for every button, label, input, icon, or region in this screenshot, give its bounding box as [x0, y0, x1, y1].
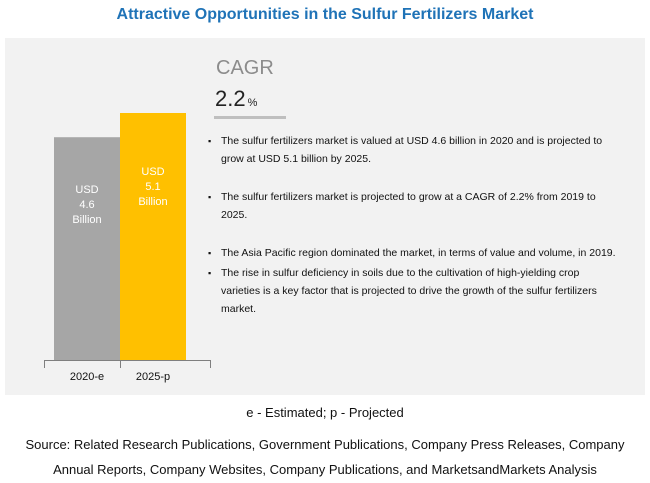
bar-value-label: Billion — [72, 214, 101, 226]
highlight-item: The sulfur fertilizers market is project… — [208, 188, 618, 224]
highlight-item: The sulfur fertilizers market is valued … — [208, 132, 618, 168]
highlights-list: The sulfur fertilizers market is valued … — [208, 132, 618, 318]
cagr-value: 2.2% — [215, 86, 257, 112]
cagr-number: 2.2 — [215, 86, 246, 111]
x-tick-label: 2020-e — [70, 371, 104, 383]
cagr-unit: % — [247, 97, 258, 109]
bar-value-label: 4.6 — [79, 199, 94, 211]
cagr-label: CAGR — [216, 57, 274, 79]
bar-2020-e — [54, 137, 120, 360]
bar-2025-p — [120, 113, 186, 360]
cagr-underline — [214, 116, 286, 119]
footnote: e - Estimated; p - Projected — [246, 405, 404, 420]
source-note: Source: Related Research Publications, G… — [25, 437, 625, 477]
highlight-item: The rise in sulfur deficiency in soils d… — [208, 264, 618, 318]
bar-value-label: 5.1 — [145, 181, 160, 193]
page-title: Attractive Opportunities in the Sulfur F… — [116, 6, 534, 23]
bar-value-label: USD — [75, 184, 98, 196]
bar-value-label: USD — [141, 166, 164, 178]
highlight-item: The Asia Pacific region dominated the ma… — [208, 244, 618, 262]
bar-value-label: Billion — [138, 196, 167, 208]
x-tick-label: 2025-p — [136, 371, 170, 383]
